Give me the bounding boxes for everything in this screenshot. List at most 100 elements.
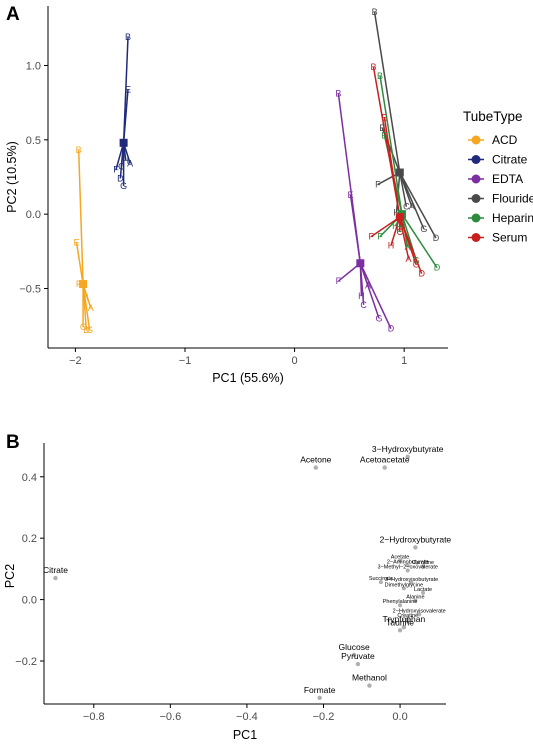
point-label-serum-e: E	[381, 113, 387, 123]
b-x-tick-label: −0.8	[83, 711, 105, 723]
legend-key-heparin	[471, 213, 481, 223]
b-x-tick-label: 0.0	[392, 711, 407, 723]
loading-label-lactate: Lactate	[414, 587, 432, 593]
loading-point-acetone	[313, 465, 319, 470]
loading-label-acetoacetate: Acetoacetate	[360, 455, 410, 465]
loading-label-citrate: Citrate	[43, 565, 68, 575]
point-label-citrate-c: C	[118, 162, 125, 172]
panel-b-x-ticks: −0.8 −0.6 −0.4 −0.2 0.0	[83, 704, 408, 723]
centroid-serum	[395, 213, 404, 222]
panel-a-label: A	[6, 4, 20, 25]
loading-point-2-aminobutyrate	[405, 563, 410, 568]
point-label-flouride-h: H	[393, 208, 400, 218]
loading-point-2-hydroxyisovalerate	[417, 612, 422, 617]
point-label-flouride-b: B	[372, 7, 378, 17]
loading-point-alanine	[413, 598, 418, 603]
point-label-serum-a: A	[406, 254, 412, 264]
b-x-tick-label: −0.4	[236, 711, 258, 723]
centroid-edta	[356, 259, 365, 268]
loading-label-glucose: Glucose	[339, 642, 370, 652]
legend-item-citrate: Citrate	[492, 153, 528, 167]
centroid-flouride	[395, 168, 404, 177]
b-x-tick-label: −0.6	[159, 711, 181, 723]
legend-item-flouride: Flouride	[492, 192, 533, 206]
point-label-flouride-e: E	[379, 123, 385, 133]
loading-point-phenylalanine	[398, 603, 403, 608]
a-x-tick-label: −2	[69, 355, 82, 367]
spoke-citrate-e	[122, 89, 129, 143]
legend-key-edta	[471, 174, 481, 184]
spoke-edta-g	[359, 263, 380, 319]
panel-b-y-label: PC2	[3, 564, 17, 588]
point-label-heparin-d: D	[434, 263, 441, 273]
panel-a-spokes	[75, 11, 438, 331]
legend-key-serum	[471, 233, 481, 242]
spoke-citrate-f	[115, 142, 125, 170]
point-label-heparin-c: C	[397, 224, 404, 234]
point-label-serum-h: H	[388, 240, 395, 250]
loading-point-methanol	[367, 683, 372, 688]
panel-b-points	[53, 454, 426, 701]
loading-point-formate	[317, 695, 322, 701]
loading-point-pyruvate	[355, 661, 361, 667]
a-x-tick-label: −1	[179, 355, 192, 367]
loading-label-formate: Formate	[304, 685, 336, 695]
point-label-edta-c: C	[360, 300, 367, 310]
a-x-tick-label: 0	[292, 355, 298, 367]
point-label-edta-b: B	[335, 89, 341, 99]
panel-a-x-ticks: −2 −1 0 1	[69, 348, 407, 367]
loading-label-pyruvate: Pyruvate	[341, 651, 375, 661]
spoke-acd-e	[75, 242, 84, 285]
panel-a-x-label: PC1 (55.6%)	[212, 371, 284, 385]
point-label-serum-c: C	[397, 227, 404, 237]
legend-item-heparin: Heparin	[492, 211, 533, 225]
point-label-citrate-f: F	[113, 165, 119, 175]
point-label-heparin-e: E	[381, 130, 387, 140]
a-y-tick-label: 1.0	[26, 60, 41, 72]
point-label-acd-a: A	[88, 303, 94, 313]
loading-label-acetone: Acetone	[300, 455, 331, 465]
loading-label-acetate: Acetate	[391, 555, 410, 561]
spoke-serum-a	[399, 216, 410, 259]
loading-label-creatine: Creatine	[397, 613, 418, 619]
loading-label-succinate: Succinate	[369, 576, 393, 582]
loading-point-3-methyl-2-oxovalerate	[405, 568, 410, 573]
loading-point-3-hydroxyisobutyrate	[409, 580, 414, 585]
loading-label-2-aminobutyrate: 2−Aminobutyrate	[387, 559, 429, 565]
panel-b-y-ticks: −0.2 0.0 0.2 0.4	[15, 472, 44, 668]
point-label-flouride-g: G	[420, 224, 427, 234]
b-y-tick-label: −0.2	[15, 656, 37, 668]
spoke-acd-b	[77, 150, 84, 285]
loading-label-2-hydroxybutyrate: 2−Hydroxybutyrate	[380, 534, 452, 544]
spoke-edta-d	[359, 262, 392, 329]
point-label-flouride-c: C	[403, 202, 410, 212]
loading-point-dimethylglycine	[401, 586, 406, 591]
panel-a-y-label: PC2 (10.5%)	[5, 141, 19, 213]
point-label-edta-a: A	[365, 281, 371, 291]
point-label-acd-d: D	[83, 325, 90, 335]
legend-key-acd	[471, 135, 481, 145]
point-label-serum-f: F	[369, 231, 375, 241]
point-label-flouride-a: A	[409, 202, 415, 212]
loading-point-glucose	[351, 652, 357, 658]
loading-point-creatine	[405, 617, 410, 622]
point-label-acd-b: B	[76, 145, 82, 155]
loading-label-3-hydroxybutyrate: 3−Hydroxybutyrate	[372, 444, 444, 454]
point-label-heparin-g: G	[413, 255, 420, 265]
centroid-citrate	[119, 138, 128, 147]
legend-key-citrate	[471, 155, 481, 164]
panel-b-cluster-labels: Acetate2−AminobutyrateCarnitine3−Methyl−…	[369, 555, 446, 619]
legend-key-flouride	[471, 194, 481, 203]
point-label-edta-g: G	[375, 313, 382, 323]
loading-point-carnitine	[421, 564, 426, 569]
b-x-tick-label: −0.2	[313, 711, 335, 723]
legend-item-serum: Serum	[492, 231, 527, 245]
point-label-serum-b: B	[370, 62, 376, 72]
point-label-citrate-b: B	[125, 32, 131, 42]
point-label-acd-f: F	[76, 279, 82, 289]
point-label-edta-h: H	[358, 291, 365, 301]
legend-title: TubeType	[463, 109, 523, 124]
